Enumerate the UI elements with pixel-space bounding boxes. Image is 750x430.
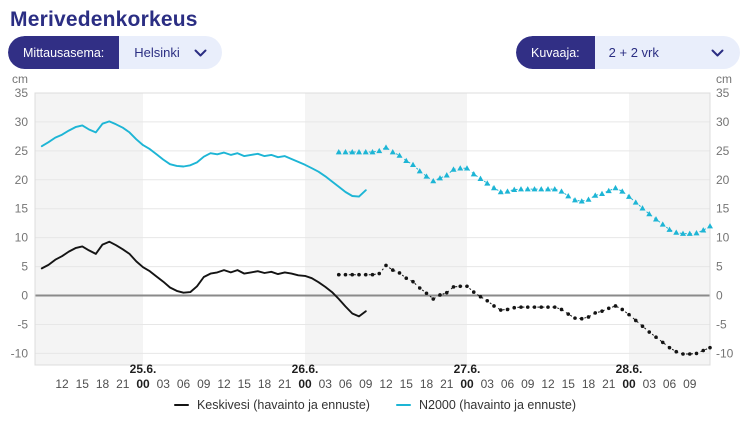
svg-text:27.6.: 27.6. — [454, 362, 481, 376]
svg-text:15: 15 — [562, 377, 576, 391]
svg-text:09: 09 — [683, 377, 697, 391]
gridlines — [35, 92, 710, 354]
svg-text:30: 30 — [15, 115, 29, 129]
station-select-label: Mittausasema: — [8, 36, 120, 69]
svg-text:26.6.: 26.6. — [292, 362, 319, 376]
svg-text:21: 21 — [116, 377, 130, 391]
svg-text:06: 06 — [177, 377, 191, 391]
svg-text:09: 09 — [521, 377, 535, 391]
svg-text:25.6.: 25.6. — [130, 362, 157, 376]
svg-text:0: 0 — [21, 289, 28, 303]
svg-text:25: 25 — [716, 144, 730, 158]
svg-text:-10: -10 — [11, 346, 29, 360]
svg-text:-10: -10 — [716, 346, 734, 360]
svg-text:18: 18 — [258, 377, 272, 391]
svg-text:03: 03 — [319, 377, 333, 391]
legend-label: N2000 (havainto ja ennuste) — [418, 398, 577, 412]
svg-text:06: 06 — [501, 377, 515, 391]
plot-border — [34, 92, 711, 366]
keskivesi-line-swatch — [173, 403, 189, 407]
svg-text:21: 21 — [278, 377, 292, 391]
legend-item-keskivesi: Keskivesi (havainto ja ennuste) — [173, 398, 370, 412]
svg-text:cm: cm — [716, 72, 732, 86]
svg-text:5: 5 — [716, 260, 723, 274]
svg-text:35: 35 — [716, 86, 730, 100]
svg-text:21: 21 — [602, 377, 616, 391]
svg-text:12: 12 — [541, 377, 555, 391]
svg-text:06: 06 — [339, 377, 353, 391]
graph-type-select-value: 2 + 2 vrk — [608, 45, 659, 60]
svg-text:20: 20 — [716, 173, 730, 187]
svg-text:12: 12 — [217, 377, 231, 391]
station-select[interactable]: Mittausasema: Helsinki — [8, 36, 222, 69]
svg-text:10: 10 — [716, 231, 730, 245]
svg-text:00: 00 — [298, 377, 312, 391]
svg-text:00: 00 — [460, 377, 474, 391]
station-select-value: Helsinki — [134, 45, 180, 60]
svg-text:-5: -5 — [716, 317, 727, 331]
n2000-line-swatch — [395, 403, 411, 407]
controls-bar: Mittausasema: Helsinki Kuvaaja: 2 + 2 vr… — [0, 36, 750, 69]
svg-text:21: 21 — [440, 377, 454, 391]
graph-type-select-label: Kuvaaja: — [516, 36, 595, 69]
svg-text:15: 15 — [716, 202, 730, 216]
svg-text:12: 12 — [55, 377, 69, 391]
svg-text:35: 35 — [15, 86, 29, 100]
page-title: Merivedenkorkeus — [10, 8, 198, 31]
chevron-down-icon — [194, 49, 207, 56]
svg-text:03: 03 — [481, 377, 495, 391]
sea-level-chart: cm 35 30 25 20 15 10 5 0 -5 -10 cm 35 30 25 20 15 10 5 0 -5-… — [0, 71, 750, 393]
svg-text:15: 15 — [238, 377, 252, 391]
svg-text:18: 18 — [96, 377, 110, 391]
date-labels: 25.6. 26.6. 27.6. 28.6. — [130, 362, 643, 376]
series-keskivesi-ennuste — [336, 263, 712, 356]
svg-text:00: 00 — [622, 377, 636, 391]
legend-label: Keskivesi (havainto ja ennuste) — [196, 398, 370, 412]
svg-text:5: 5 — [21, 260, 28, 274]
chart-svg[interactable]: cm35302520151050-5-10cm35302520151050-5-… — [0, 71, 750, 393]
svg-text:00: 00 — [136, 377, 150, 391]
svg-text:25: 25 — [15, 144, 29, 158]
legend-item-n2000: N2000 (havainto ja ennuste) — [395, 398, 577, 412]
svg-text:15: 15 — [400, 377, 414, 391]
chevron-down-icon — [711, 49, 724, 56]
chart-legend: Keskivesi (havainto ja ennuste) N2000 (h… — [0, 398, 750, 412]
series-n2000-ennuste — [335, 144, 713, 236]
svg-text:03: 03 — [157, 377, 171, 391]
svg-text:12: 12 — [379, 377, 393, 391]
svg-text:15: 15 — [76, 377, 90, 391]
svg-text:18: 18 — [582, 377, 596, 391]
svg-text:18: 18 — [420, 377, 434, 391]
series-keskivesi-havainto — [40, 240, 367, 318]
series-n2000-havainto — [40, 120, 367, 198]
svg-text:06: 06 — [663, 377, 677, 391]
svg-text:30: 30 — [716, 115, 730, 129]
svg-text:cm: cm — [12, 72, 28, 86]
x-axis-labels: 12 15 18 21 00 03 06 09 12 15 18 21 00 03 06 09 12 15 18 21… — [55, 377, 696, 391]
svg-text:0: 0 — [716, 289, 723, 303]
svg-text:03: 03 — [643, 377, 657, 391]
svg-text:-5: -5 — [17, 317, 28, 331]
graph-type-select[interactable]: Kuvaaja: 2 + 2 vrk — [516, 36, 740, 69]
svg-text:15: 15 — [15, 202, 29, 216]
svg-text:20: 20 — [15, 173, 29, 187]
svg-text:09: 09 — [359, 377, 373, 391]
svg-text:09: 09 — [197, 377, 211, 391]
svg-text:28.6.: 28.6. — [616, 362, 643, 376]
day-bands — [35, 93, 710, 365]
svg-text:10: 10 — [15, 231, 29, 245]
